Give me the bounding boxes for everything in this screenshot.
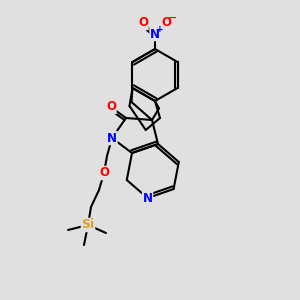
- Text: Si: Si: [81, 218, 94, 232]
- Text: O: O: [138, 16, 148, 29]
- Text: −: −: [168, 13, 178, 23]
- Text: O: O: [106, 100, 116, 113]
- Text: N: N: [150, 28, 160, 40]
- Text: O: O: [161, 16, 171, 28]
- Text: N: N: [142, 191, 153, 205]
- Text: N: N: [107, 131, 117, 145]
- Text: +: +: [156, 25, 164, 34]
- Text: O: O: [99, 167, 109, 179]
